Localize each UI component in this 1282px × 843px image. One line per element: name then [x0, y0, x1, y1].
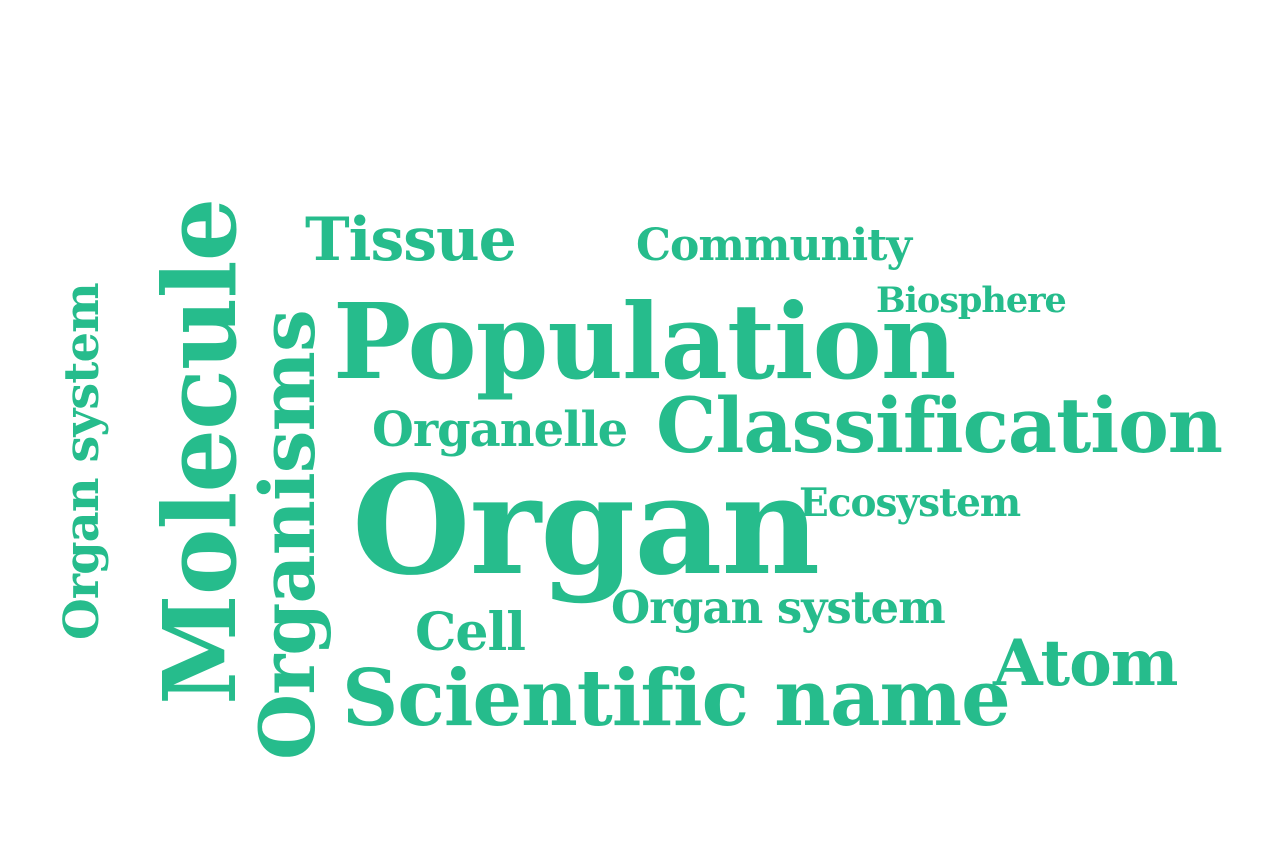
word-organisms: Organisms — [243, 310, 332, 760]
word-classification: Classification — [656, 381, 1223, 470]
word-cell: Cell — [415, 602, 526, 663]
word-organ-system-horizontal: Organ system — [611, 581, 946, 634]
word-scientific-name: Scientific name — [342, 653, 1011, 744]
word-biosphere: Biosphere — [876, 280, 1067, 321]
word-population: Population — [333, 280, 957, 403]
word-community: Community — [636, 220, 912, 271]
word-organ-system-vertical: Organ system — [54, 283, 110, 640]
word-ecosystem: Ecosystem — [799, 480, 1021, 526]
word-tissue: Tissue — [305, 205, 517, 275]
word-molecule: Molecule — [141, 198, 259, 705]
word-organ: Organ — [352, 446, 820, 606]
word-organelle: Organelle — [372, 402, 628, 458]
word-atom: Atom — [993, 626, 1178, 701]
